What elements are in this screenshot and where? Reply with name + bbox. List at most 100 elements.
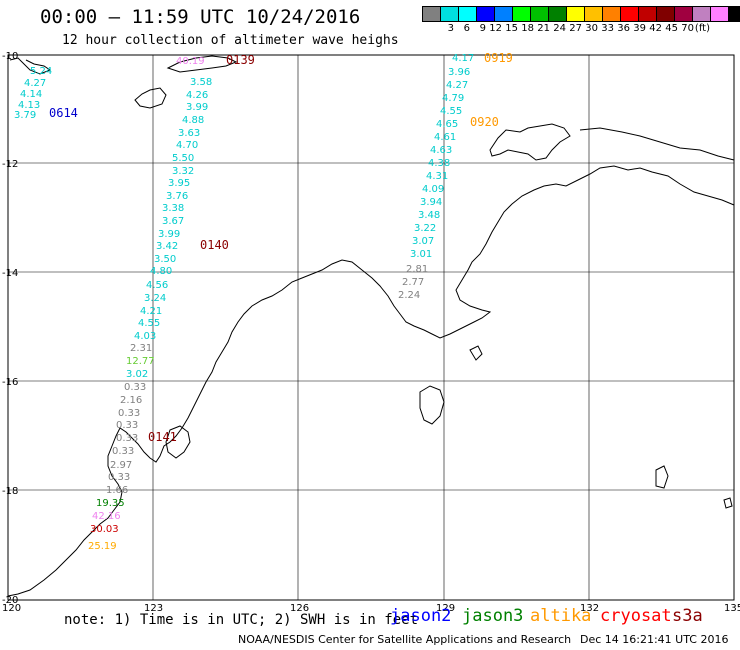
legend-altika: altika: [530, 606, 592, 626]
legend-jason2: jason2: [390, 606, 452, 626]
color-scale-label: 27: [569, 23, 582, 34]
color-scale-labels: 3 6 9 12 15 18 21 24 27 30 33 36 39 42 45 70 (ft): [422, 23, 710, 34]
lat-label: -14: [2, 268, 18, 279]
lat-label: -20: [2, 595, 18, 606]
wave-height-value: 0.33: [124, 382, 146, 393]
wave-height-value: 25.19: [88, 541, 117, 552]
legend-cryosat: cryosat: [600, 606, 672, 626]
wave-height-value: 19.35: [96, 498, 125, 509]
wave-height-value: 4.70: [176, 140, 198, 151]
wave-height-value: 4.17: [452, 53, 474, 64]
map-frame: [7, 54, 735, 601]
wave-height-value: 3.96: [448, 67, 470, 78]
legend-s3a: s3a: [672, 606, 703, 626]
wave-height-value: 1.66: [106, 485, 128, 496]
wave-height-value: 4.61: [434, 132, 456, 143]
color-scale-label: 21: [537, 23, 550, 34]
color-scale-label: 33: [601, 23, 614, 34]
color-scale-label: 39: [633, 23, 646, 34]
wave-height-value: 5.24: [30, 66, 52, 77]
color-scale-label: (ft): [694, 23, 710, 34]
wave-height-value: 3.01: [410, 249, 432, 260]
color-swatch: [728, 6, 740, 22]
color-scale-label: 9: [479, 23, 486, 34]
color-scale-label: 45: [665, 23, 678, 34]
wave-height-value: 3.67: [162, 216, 184, 227]
color-scale-label: 42: [649, 23, 662, 34]
pass-id-label: 0614: [49, 106, 78, 120]
wave-height-value: 3.42: [156, 241, 178, 252]
wave-height-value: 4.56: [146, 280, 168, 291]
color-scale-label: 18: [521, 23, 534, 34]
color-scale-label: 24: [553, 23, 566, 34]
pass-id-label: 0140: [200, 238, 229, 252]
wave-height-value: 5.50: [172, 153, 194, 164]
lon-label: 132: [580, 603, 599, 614]
wave-height-value: 4.09: [422, 184, 444, 195]
wave-height-value: 3.58: [190, 77, 212, 88]
wave-height-value: 30.03: [90, 524, 119, 535]
wave-height-value: 12.77: [126, 356, 155, 367]
map-subtitle: 12 hour collection of altimeter wave hei…: [62, 33, 399, 48]
pass-ids: 0614 0139 0140 0141 0919 0920: [49, 51, 513, 444]
wave-height-value: 0.33: [118, 408, 140, 419]
map-title: 00:00 – 11:59 UTC 10/24/2016: [40, 6, 361, 28]
lon-label: 135: [724, 603, 740, 614]
wave-height-value: 3.50: [154, 254, 176, 265]
wave-height-value: 0.33: [116, 433, 138, 444]
color-scale-label: 12: [489, 23, 502, 34]
color-scale-label: 36: [617, 23, 630, 34]
wave-height-value: 4.63: [430, 145, 452, 156]
wave-height-value: 3.99: [186, 102, 208, 113]
wave-height-value: 2.77: [402, 277, 424, 288]
lon-label: 126: [290, 603, 309, 614]
wave-height-value: 4.79: [442, 93, 464, 104]
lat-label: -12: [2, 159, 18, 170]
wave-height-value: 42.16: [92, 511, 121, 522]
wave-height-value: 4.13: [18, 100, 40, 111]
wave-height-value: 3.22: [414, 223, 436, 234]
wave-height-value: 2.97: [110, 460, 132, 471]
wave-height-value: 3.76: [166, 191, 188, 202]
color-scale-label: 30: [585, 23, 598, 34]
wave-height-value: 2.31: [130, 343, 152, 354]
pass-id-label: 0919: [484, 51, 513, 65]
coastline: [7, 55, 735, 597]
wave-height-value: 4.38: [428, 158, 450, 169]
lon-label: 123: [144, 603, 163, 614]
lat-label: -10: [2, 51, 18, 62]
wave-height-value: 4.88: [182, 115, 204, 126]
lat-label: -18: [2, 486, 18, 497]
wave-height-value: 4.14: [20, 89, 42, 100]
wave-height-value: 0.33: [116, 420, 138, 431]
wave-height-value: 3.32: [172, 166, 194, 177]
lat-labels: -10 -12 -14 -16 -18 -20: [2, 51, 18, 606]
wave-height-value: 4.21: [140, 306, 162, 317]
wave-height-value: 3.24: [144, 293, 166, 304]
lon-label: 120: [2, 603, 21, 614]
wave-height-value: 3.48: [418, 210, 440, 221]
units-note: note: 1) Time is in UTC; 2) SWH is in fe…: [64, 612, 419, 628]
wave-height-value: 4.55: [440, 106, 462, 117]
wave-height-value: 2.16: [120, 395, 142, 406]
timestamp-text: Dec 14 16:21:41 UTC 2016: [580, 633, 729, 646]
pass-id-label: 0141: [148, 430, 177, 444]
wave-height-value: 3.07: [412, 236, 434, 247]
pass-id-label: 0920: [470, 115, 499, 129]
lon-label: 129: [436, 603, 455, 614]
wave-height-value: 3.99: [158, 229, 180, 240]
wave-height-value: 3.94: [420, 197, 442, 208]
wave-height-value: 4.27: [446, 80, 468, 91]
pass-id-label: 0139: [226, 53, 255, 67]
color-scale-label: 6: [463, 23, 470, 34]
wave-height-value: 3.95: [168, 178, 190, 189]
color-scale-label: 15: [505, 23, 518, 34]
lat-label: -16: [2, 377, 18, 388]
color-scale: [422, 6, 740, 22]
wave-height-value: 2.81: [406, 264, 428, 275]
credit-text: NOAA/NESDIS Center for Satellite Applica…: [238, 633, 572, 646]
wave-height-value: 0.33: [112, 446, 134, 457]
color-scale-label: 3: [447, 23, 454, 34]
wave-height-value: 4.31: [426, 171, 448, 182]
